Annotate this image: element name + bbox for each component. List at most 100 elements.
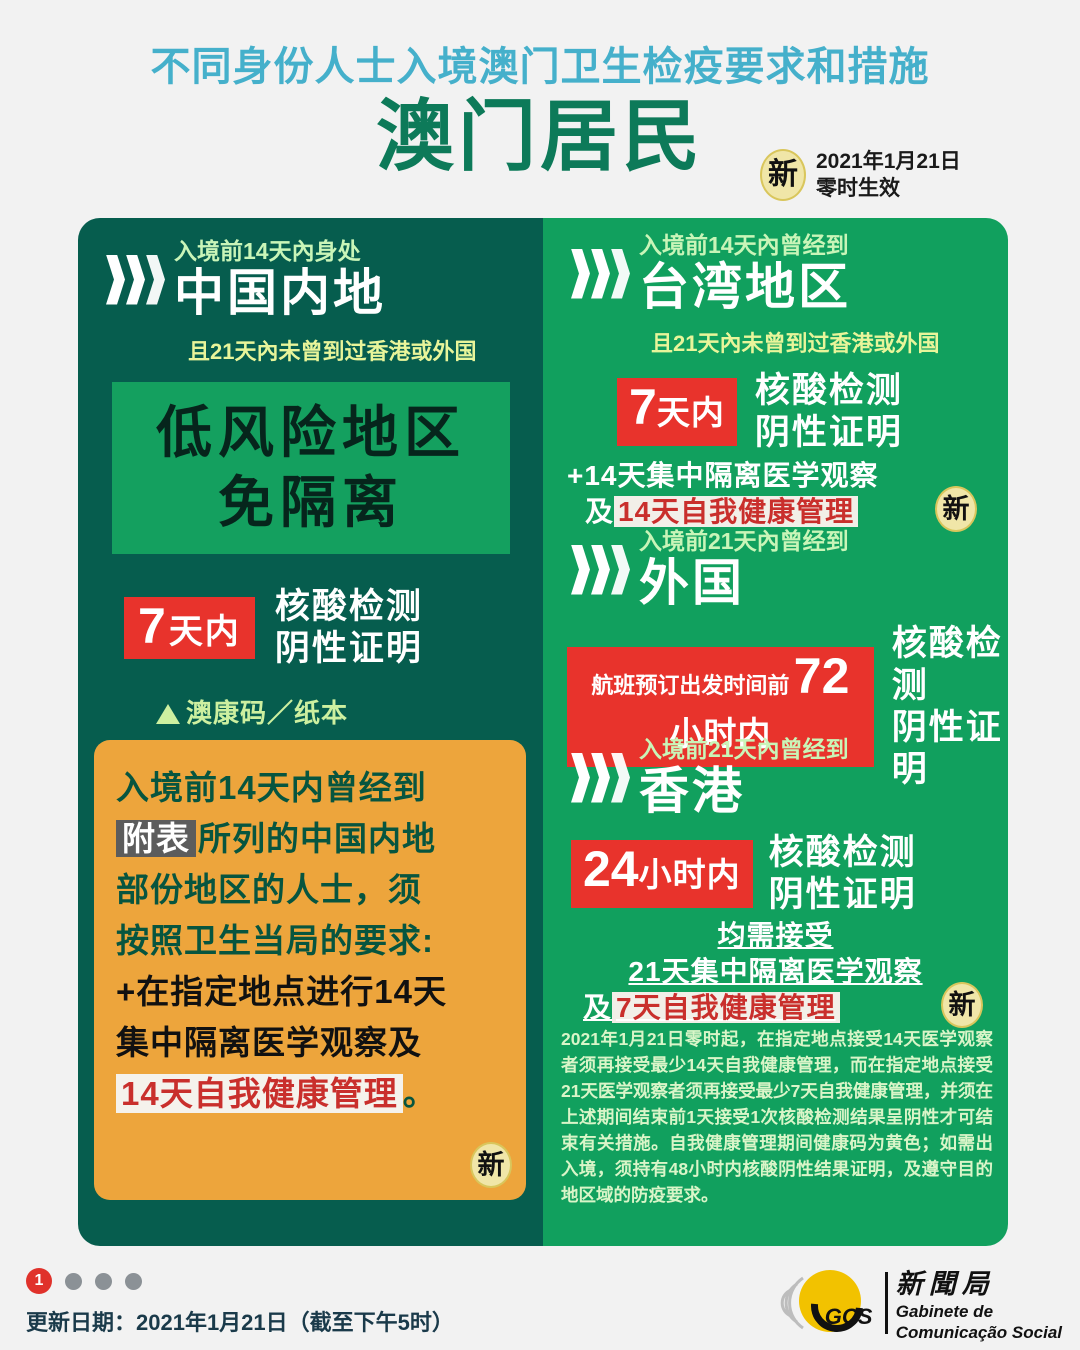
hongkong-section-header: 入境前21天內曾经到 香港 xyxy=(571,736,849,819)
foreign-badge-small: 航班预订出发时间前 xyxy=(591,673,790,698)
taiwan-pre-line: 入境前14天內曾经到 xyxy=(639,232,849,258)
taiwan-test-number: 7 xyxy=(629,379,657,435)
foreign-pcr-line1: 核酸检测 xyxy=(891,624,1003,705)
taiwan-test-requirement: 7天内 核酸检测 阴性证明 xyxy=(617,370,903,454)
hongkong-test-requirement: 24小时内 核酸检测 阴性证明 xyxy=(571,832,917,916)
mainland-pcr-line2: 阴性证明 xyxy=(274,629,423,668)
new-badge-icon: 新 xyxy=(760,149,806,201)
effective-date: 2021年1月21日 xyxy=(816,150,961,173)
gcs-logo-mark-icon: GCS xyxy=(773,1264,877,1343)
hongkong-test-window-badge: 24小时内 xyxy=(571,840,753,908)
foreign-test-number: 72 xyxy=(793,648,850,704)
appendix-chip[interactable]: 附表 xyxy=(116,820,196,857)
hongkong-pcr-line2: 阴性证明 xyxy=(768,875,917,914)
hongkong-test-unit: 小时内 xyxy=(638,856,741,893)
taiwan-section-header: 入境前14天內曾经到 台湾地区 xyxy=(571,232,851,315)
sound-waves-icon xyxy=(780,1276,804,1329)
taiwan-test-window-badge: 7天内 xyxy=(617,378,737,446)
sun-shape xyxy=(798,1269,861,1332)
taiwan-test-unit: 天内 xyxy=(656,394,725,431)
logo-name-pt-2: Comunicação Social xyxy=(895,1323,1062,1342)
chevron-right-icon xyxy=(571,539,630,601)
mainland-section-header: 入境前14天內身处 中国内地 xyxy=(106,238,386,321)
hongkong-place: 香港 xyxy=(639,763,745,819)
left-column-mainland: 入境前14天內身处 中国内地 且21天內未曾到过香港或外国 低风险地区 免隔离 … xyxy=(78,218,543,1246)
low-risk-line1: 低风险地区 xyxy=(156,401,466,464)
mainland-test-requirement: 7 天内 核酸检测 阴性证明 xyxy=(124,586,423,670)
orange-line4: 按照卫生当局的要求: xyxy=(116,922,434,959)
hongkong-all-prefix: 及 xyxy=(583,992,613,1023)
foreign-place: 外国 xyxy=(639,555,745,611)
effective-time: 零时生效 xyxy=(816,177,900,200)
logo-text: 新聞局 Gabinete de Comunicação Social xyxy=(896,1262,1062,1343)
orange-line2: 附表 所列的中国内地 xyxy=(116,813,506,864)
foreign-test-requirement: 航班预订出发时间前 72 小时内 核酸检测 阴性证明 xyxy=(567,623,1008,791)
triangle-icon xyxy=(156,704,180,724)
low-risk-box: 低风险地区 免隔离 xyxy=(112,382,510,554)
taiwan-place: 台湾地区 xyxy=(639,259,851,315)
foreign-section-header: 入境前21天內曾经到 外国 xyxy=(571,528,849,611)
logo-divider xyxy=(884,1271,888,1334)
effective-date-block: 2021年1月21日 零时生效 xyxy=(816,148,961,202)
page-title: 澳门居民 xyxy=(375,92,704,180)
hongkong-all-line2: 21天集中隔离医学观察 xyxy=(628,956,923,987)
taiwan-pcr-line1: 核酸检测 xyxy=(754,371,903,410)
chevron-right-icon xyxy=(571,243,630,305)
taiwan-new-badge-icon: 新 xyxy=(935,486,977,532)
foreign-pre-line: 入境前21天內曾经到 xyxy=(639,528,849,554)
low-risk-line2: 免隔离 xyxy=(218,471,404,534)
logo-name-cn: 新聞局 xyxy=(895,1269,995,1299)
header-effective-group: 新 2021年1月21日 零时生效 xyxy=(760,148,961,202)
page-dot-2[interactable] xyxy=(65,1272,82,1290)
mainland-note-text: 澳康码／纸本 xyxy=(186,698,349,728)
logo-name-pt-1: Gabinete de xyxy=(895,1302,994,1321)
mainland-pcr-line1: 核酸检测 xyxy=(274,587,423,626)
hongkong-pcr-line1: 核酸检测 xyxy=(768,833,917,872)
chevron-right-icon xyxy=(106,249,165,311)
mainland-condition: 且21天內未曾到过香港或外国 xyxy=(188,339,477,364)
page-dot-1[interactable]: 1 xyxy=(26,1268,52,1294)
taiwan-extra-prefix: 及 xyxy=(585,496,615,527)
header-subtitle: 不同身份人士入境澳门卫生检疫要求和措施 xyxy=(150,45,930,89)
fine-print: 2021年1月21日零时起，在指定地点接受14天医学观察者须再接受最少14天自我… xyxy=(561,1029,993,1205)
hongkong-all-highlight: 7天自我健康管理 xyxy=(612,992,840,1023)
orange-line6: 集中隔离医学观察及 xyxy=(116,1024,422,1061)
mainland-note: 澳康码／纸本 xyxy=(156,693,348,730)
orange-line7-tail: 。 xyxy=(402,1075,437,1112)
mainland-test-unit: 天内 xyxy=(168,613,241,651)
orange-highlight: 14天自我健康管理 xyxy=(116,1074,403,1113)
orange-line3: 部份地区的人士，须 xyxy=(116,871,422,908)
mainland-test-number: 7 xyxy=(138,598,166,654)
mainland-test-window-badge: 7 天内 xyxy=(124,597,255,659)
hongkong-all-line3: 及 7天自我健康管理 xyxy=(583,990,840,1026)
orange-line1: 入境前14天内曾经到 xyxy=(116,769,427,806)
page-dot-3[interactable] xyxy=(95,1272,112,1290)
chevron-right-icon xyxy=(571,747,630,809)
page-dot-4[interactable] xyxy=(125,1272,142,1290)
updated-date: 更新日期：2021年1月21日（截至下午5时） xyxy=(26,1310,454,1335)
foreign-pcr-line2: 阴性证明 xyxy=(891,708,1003,789)
gcs-logo: GCS 新聞局 Gabinete de Comunicação Social xyxy=(773,1262,1062,1343)
orange-line7: 14天自我健康管理。 xyxy=(116,1068,506,1119)
taiwan-extra-highlight: 14天自我健康管理 xyxy=(614,496,859,527)
hongkong-pre-line: 入境前21天內曾经到 xyxy=(639,736,849,762)
foreign-test-window-badge: 航班预订出发时间前 72 小时内 xyxy=(567,647,874,767)
taiwan-condition: 且21天內未曾到过香港或外国 xyxy=(651,331,940,356)
gcs-abbr: GCS xyxy=(824,1303,873,1329)
orange-new-badge-icon: 新 xyxy=(470,1142,512,1188)
header: 不同身份人士入境澳门卫生检疫要求和措施 澳门居民 新 2021年1月21日 零时… xyxy=(0,0,1080,218)
hongkong-all-line1: 均需接受 xyxy=(717,920,834,951)
orange-supplement-box: 入境前14天内曾经到 附表 所列的中国内地 部份地区的人士，须 按照卫生当局的要求… xyxy=(94,740,526,1200)
foreign-test-unit: 小时内 xyxy=(669,715,772,752)
mainland-place: 中国内地 xyxy=(174,265,386,321)
taiwan-extra-line2: 及 14天自我健康管理 xyxy=(585,494,859,530)
mainland-pre-line: 入境前14天內身处 xyxy=(174,238,361,264)
taiwan-extra-line1: +14天集中隔离医学观察 xyxy=(567,460,879,491)
right-column-other-places: 入境前14天內曾经到 台湾地区 且21天內未曾到过香港或外国 7天内 核酸检测 … xyxy=(543,218,1008,1246)
page-indicator[interactable]: 1 xyxy=(26,1268,142,1294)
orange-line5: +在指定地点进行14天 xyxy=(116,973,447,1010)
hongkong-test-number: 24 xyxy=(583,841,639,897)
main-panel: 入境前14天內身处 中国内地 且21天內未曾到过香港或外国 低风险地区 免隔离 … xyxy=(78,218,1008,1246)
hongkong-new-badge-icon: 新 xyxy=(941,982,983,1028)
